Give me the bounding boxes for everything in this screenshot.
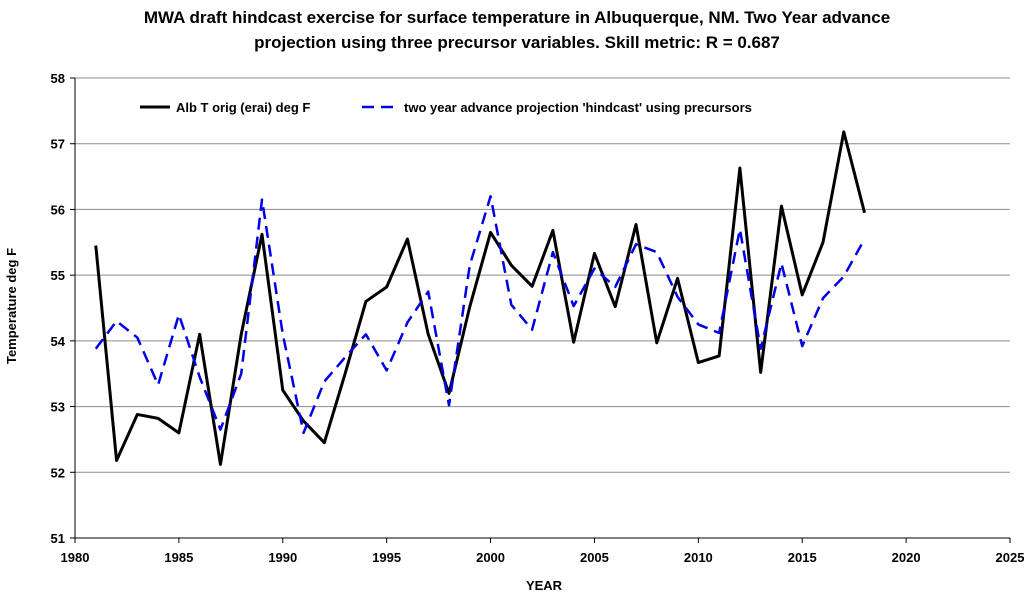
chart-title-line-2: projection using three precursor variabl… [254, 33, 780, 52]
x-tick-label: 1980 [61, 550, 90, 565]
gridlines [75, 77, 1010, 473]
x-tick-label: 2010 [684, 550, 713, 565]
chart-title-line-1: MWA draft hindcast exercise for surface … [143, 8, 891, 27]
x-tick-label: 1985 [164, 550, 193, 565]
x-tick-label: 1990 [268, 550, 297, 565]
x-tick-label: 2025 [996, 550, 1025, 565]
series-line-2 [94, 195, 866, 435]
y-tick-label: 51 [51, 531, 65, 546]
series-line-1 [94, 130, 867, 466]
y-axis-label: Temperature deg F [4, 248, 19, 364]
y-tick-label: 57 [51, 137, 65, 152]
x-tick-label: 2000 [476, 550, 505, 565]
y-tick-label: 55 [51, 268, 65, 283]
x-tick-label: 2015 [788, 550, 817, 565]
y-tick-label: 54 [51, 334, 66, 349]
legend-label-2: two year advance projection 'hindcast' u… [404, 100, 752, 115]
y-tick-label: 58 [51, 71, 65, 86]
y-tick-label: 52 [51, 465, 65, 480]
legend-label-1: Alb T orig (erai) deg F [176, 100, 310, 115]
x-tick-label: 1995 [372, 550, 401, 565]
tick-labels: 51 52 53 54 55 56 57 58 1980 1985 1990 1995 2000 2005… [51, 71, 1025, 565]
y-tick-label: 53 [51, 400, 65, 415]
x-tick-label: 2020 [892, 550, 921, 565]
series-lines [94, 130, 867, 466]
x-tick-label: 2005 [580, 550, 609, 565]
legend: Alb T orig (erai) deg F two year advance … [140, 100, 752, 115]
x-axis-label: YEAR [526, 578, 563, 593]
axes [70, 77, 1011, 543]
y-tick-label: 56 [51, 202, 65, 217]
